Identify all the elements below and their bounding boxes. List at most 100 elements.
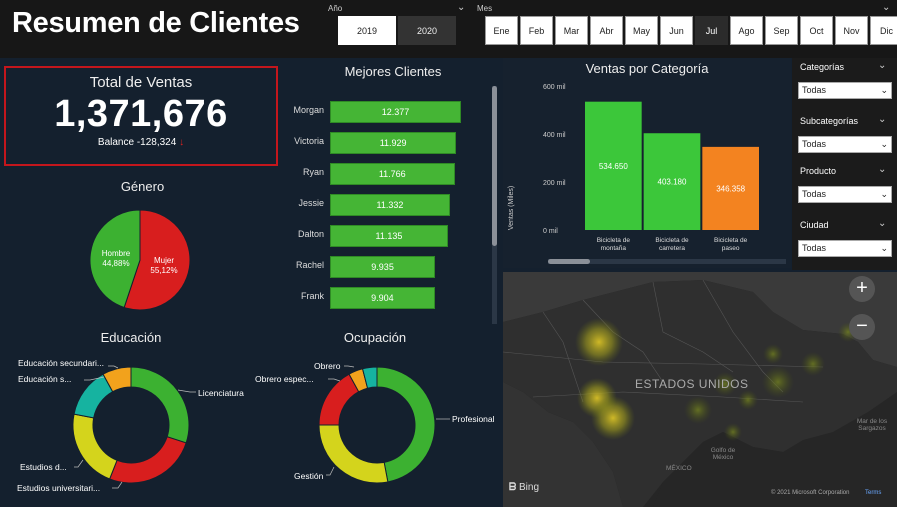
education-label-s: Educación s... (18, 374, 71, 384)
bing-logo: ᗷ Bing (509, 482, 540, 493)
education-label-licenciatura: Licenciatura (198, 388, 244, 398)
gender-pct-male: 44,88% (102, 259, 129, 268)
filter-collapse-chevron-icon[interactable]: ⌄ (878, 60, 887, 71)
client-name: Morgan (293, 105, 324, 115)
category-xtick-label: montaña (601, 245, 627, 252)
gender-pct-female: 55,12% (150, 266, 177, 275)
education-label-secundaria: Educación secundari... (18, 358, 104, 368)
filter-collapse-chevron-icon[interactable]: ⌄ (878, 164, 887, 175)
category-bar[interactable] (643, 133, 701, 230)
best-clients-scrollbar[interactable] (492, 86, 497, 324)
filter-dropdown-value: Todas (802, 139, 827, 149)
occupation-slice[interactable] (318, 424, 389, 484)
filter-collapse-chevron-icon[interactable]: ⌄ (878, 218, 887, 229)
chevron-down-icon: ⌄ (880, 243, 888, 253)
filter-dropdown[interactable]: Todas ⌄ (798, 136, 892, 153)
client-bar[interactable]: 9.904 (330, 287, 435, 309)
client-name: Frank (300, 291, 324, 301)
best-clients-scroll-thumb[interactable] (492, 86, 497, 246)
filter-dropdown[interactable]: Todas ⌄ (798, 186, 892, 203)
client-bar-row[interactable]: Rachel 9.935 (290, 256, 490, 278)
month-button-ago[interactable]: Ago (730, 16, 763, 45)
client-bar-row[interactable]: Dalton 11.135 (290, 225, 490, 247)
client-bar[interactable]: 11.766 (330, 163, 455, 185)
occupation-slice[interactable] (361, 366, 378, 389)
category-ylabel: Ventas (Miles) (508, 186, 515, 230)
gender-slice[interactable] (89, 209, 141, 309)
month-button-jul[interactable]: Jul (695, 16, 728, 45)
client-name: Ryan (302, 167, 324, 177)
filter-dropdown[interactable]: Todas ⌄ (798, 240, 892, 257)
category-bar[interactable] (585, 101, 642, 231)
map-sea-label-sargazos: Mar de los Sargazos (856, 418, 888, 432)
kpi-label: Total de Ventas (89, 74, 193, 91)
client-bar-row[interactable]: Ryan 11.766 (290, 163, 490, 185)
category-ytick-label: 400 mil (543, 132, 566, 139)
education-title: Educación (100, 330, 162, 345)
education-donut-chart: Educación secundari... Educación s... Li… (17, 358, 244, 493)
client-bar[interactable]: 11.929 (330, 132, 457, 154)
month-button-feb[interactable]: Feb (520, 16, 553, 45)
month-button-mar[interactable]: Mar (555, 16, 588, 45)
month-button-jun[interactable]: Jun (660, 16, 693, 45)
category-xtick-label: paseo (722, 245, 740, 252)
month-chevron-icon[interactable]: ⌄ (882, 2, 891, 13)
month-button-dic[interactable]: Dic (870, 16, 897, 45)
education-label-estudios-d: Estudios d... (20, 462, 67, 472)
client-bar-row[interactable]: Morgan 12.377 (290, 101, 490, 123)
category-xtick-label: Bicicleta de (597, 237, 631, 244)
filter-label: Subcategorías (800, 116, 859, 126)
client-bar[interactable]: 9.935 (330, 256, 436, 278)
year-slicer-label: Año (328, 4, 343, 13)
zoom-in-button[interactable]: + (849, 276, 875, 302)
year-2019-button[interactable]: 2019 (338, 16, 396, 45)
zoom-out-button[interactable]: − (849, 314, 875, 340)
month-button-abr[interactable]: Abr (590, 16, 623, 45)
arrow-down-icon: ↓ (179, 137, 185, 148)
gender-slice[interactable] (123, 209, 191, 311)
category-hscrollbar[interactable] (548, 259, 786, 264)
client-bar-row[interactable]: Jessie 11.332 (290, 194, 490, 216)
gender-title: Género (120, 179, 165, 194)
category-xtick-label: carretera (659, 245, 685, 252)
map-sea-label-golfo: Golfo de México (710, 447, 736, 461)
map-country-label: ESTADOS UNIDOS (635, 377, 749, 391)
client-bar[interactable]: 11.332 (330, 194, 450, 216)
category-bar-value-label: 534.650 (599, 162, 628, 171)
filter-dropdown-value: Todas (802, 85, 827, 95)
month-button-oct[interactable]: Oct (800, 16, 833, 45)
year-2020-button[interactable]: 2020 (398, 16, 456, 45)
filter-dropdown[interactable]: Todas ⌄ (798, 82, 892, 99)
client-name: Rachel (295, 260, 324, 270)
filter-label: Ciudad (800, 220, 829, 230)
month-button-may[interactable]: May (625, 16, 658, 45)
filter-collapse-chevron-icon[interactable]: ⌄ (878, 114, 887, 125)
kpi-value: 1,371,676 (54, 93, 228, 135)
education-slice[interactable] (108, 436, 187, 484)
category-scroll-thumb[interactable] (548, 259, 590, 264)
occupation-slice[interactable] (376, 366, 436, 483)
category-ytick-label: 200 mil (543, 180, 566, 187)
month-button-nov[interactable]: Nov (835, 16, 868, 45)
category-chart-title: Ventas por Categoría (585, 61, 709, 76)
client-bar[interactable]: 11.135 (330, 225, 448, 247)
education-slice[interactable] (130, 366, 190, 444)
sales-map[interactable]: ESTADOS UNIDOS Mar de los Sargazos Golfo… (503, 272, 897, 507)
category-bar[interactable] (702, 146, 759, 230)
map-label-mexico: MÉXICO (666, 465, 692, 472)
year-chevron-icon[interactable]: ⌄ (457, 2, 466, 13)
client-bar-row[interactable]: Frank 9.904 (290, 287, 490, 309)
client-bar-row[interactable]: Victoria 11.929 (290, 132, 490, 154)
map-terms-link[interactable]: Terms (865, 490, 882, 496)
education-slice[interactable] (72, 413, 118, 480)
occupation-label-obrero-espec: Obrero espec... (255, 374, 314, 384)
total-sales-card: Total de Ventas 1,371,676 Balance -128,3… (4, 66, 278, 166)
month-button-sep[interactable]: Sep (765, 16, 798, 45)
month-button-ene[interactable]: Ene (485, 16, 518, 45)
client-bar[interactable]: 12.377 (330, 101, 461, 123)
chevron-down-icon: ⌄ (880, 139, 888, 149)
occupation-label-profesional: Profesional (452, 414, 495, 424)
map-copyright: © 2021 Microsoft Corporation (771, 490, 850, 496)
education-slice[interactable] (102, 366, 132, 393)
gender-pie-chart: Hombre 44,88% Mujer 55,12% (89, 209, 191, 311)
